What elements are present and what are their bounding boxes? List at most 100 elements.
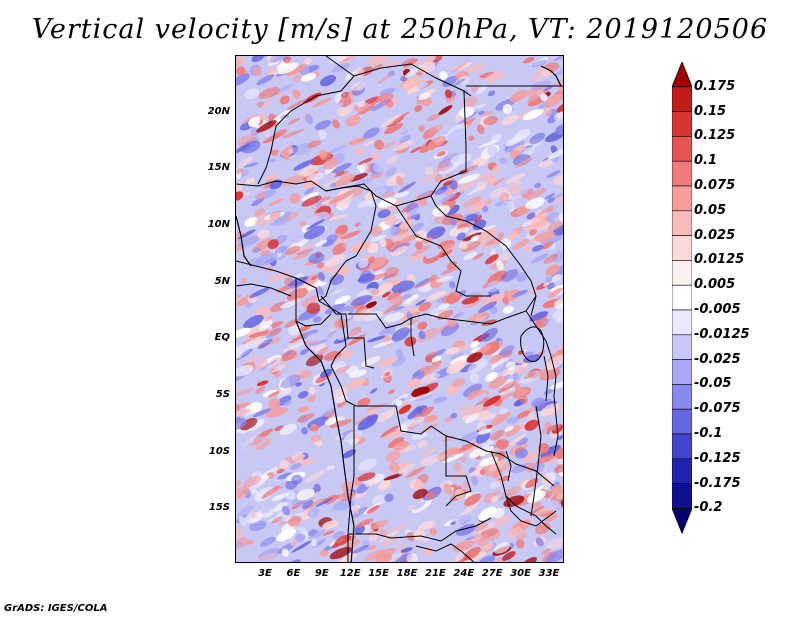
velocity-cell xyxy=(543,318,552,324)
velocity-cell xyxy=(416,406,423,414)
velocity-cell xyxy=(544,192,556,200)
velocity-cell xyxy=(479,469,486,476)
velocity-cell xyxy=(532,461,545,474)
velocity-cell xyxy=(457,173,480,184)
velocity-cell xyxy=(400,233,420,244)
velocity-cell xyxy=(477,228,497,242)
velocity-cell xyxy=(352,545,369,554)
velocity-cell xyxy=(449,227,465,236)
velocity-cell xyxy=(370,234,387,242)
velocity-cell xyxy=(242,476,262,487)
velocity-cell xyxy=(376,357,397,368)
velocity-cell xyxy=(370,99,391,112)
velocity-cell xyxy=(291,474,303,485)
velocity-cell xyxy=(434,174,444,185)
velocity-cell xyxy=(490,133,502,142)
velocity-cell xyxy=(332,265,351,277)
velocity-cell xyxy=(292,451,304,463)
velocity-cell xyxy=(560,499,563,508)
velocity-cell xyxy=(523,371,537,380)
velocity-cell xyxy=(437,243,455,255)
velocity-cell xyxy=(365,409,379,416)
velocity-cell xyxy=(283,400,293,407)
velocity-cell xyxy=(334,295,351,305)
velocity-cell xyxy=(377,479,392,491)
velocity-cell xyxy=(531,502,542,509)
velocity-cell xyxy=(244,88,260,100)
velocity-cell xyxy=(505,361,516,371)
velocity-cell xyxy=(555,124,563,135)
velocity-cell xyxy=(306,172,325,182)
velocity-cell xyxy=(347,334,366,346)
velocity-cell xyxy=(239,411,253,419)
velocity-cell xyxy=(252,407,273,418)
velocity-cell xyxy=(467,199,487,214)
velocity-cell xyxy=(370,152,380,161)
velocity-cell xyxy=(548,287,563,298)
velocity-cell xyxy=(305,354,324,367)
velocity-cell xyxy=(269,210,281,221)
velocity-cell xyxy=(254,208,266,217)
velocity-cell xyxy=(277,388,292,398)
velocity-cell xyxy=(281,548,289,557)
velocity-cell xyxy=(293,74,302,83)
velocity-cell xyxy=(363,127,380,139)
velocity-cell xyxy=(358,273,376,284)
colorbar-segment xyxy=(672,334,692,360)
velocity-cell xyxy=(383,300,403,314)
velocity-cell xyxy=(506,416,520,424)
velocity-cell xyxy=(445,347,460,355)
velocity-cell xyxy=(453,476,462,487)
velocity-cell xyxy=(288,515,301,527)
velocity-cell xyxy=(490,252,512,264)
lon-label-18e: 18E xyxy=(396,568,418,579)
velocity-cell xyxy=(329,274,344,286)
lat-label-eq: EQ xyxy=(214,332,230,343)
velocity-cell xyxy=(526,161,536,169)
velocity-cell xyxy=(296,488,315,501)
velocity-cell xyxy=(364,310,384,321)
velocity-cell xyxy=(492,165,500,173)
colorbar-label: -0.125 xyxy=(694,450,741,466)
velocity-cell xyxy=(486,280,501,293)
velocity-cell xyxy=(249,477,266,491)
velocity-cell xyxy=(446,128,465,141)
velocity-cell xyxy=(516,437,529,446)
velocity-cell xyxy=(416,439,428,449)
velocity-cell xyxy=(303,225,326,240)
velocity-cell xyxy=(248,419,265,431)
velocity-cell xyxy=(389,462,400,473)
velocity-cell xyxy=(510,181,532,198)
velocity-cell xyxy=(430,274,438,281)
velocity-cell xyxy=(494,246,504,255)
velocity-cell xyxy=(388,437,404,448)
velocity-cell xyxy=(467,62,486,73)
velocity-cell xyxy=(501,269,519,282)
velocity-cell xyxy=(322,88,331,93)
velocity-cell xyxy=(236,527,244,538)
velocity-cell xyxy=(279,423,297,436)
velocity-cell xyxy=(307,339,329,347)
velocity-cell xyxy=(476,410,491,422)
velocity-cell xyxy=(459,502,479,517)
velocity-cell xyxy=(509,433,527,446)
velocity-cell xyxy=(538,206,551,216)
lat-label-15n: 15N xyxy=(207,162,230,173)
velocity-cell xyxy=(450,413,458,419)
velocity-cell xyxy=(406,552,418,562)
velocity-cell xyxy=(237,229,256,240)
velocity-cell xyxy=(353,146,363,154)
velocity-cell xyxy=(391,245,408,257)
velocity-cell xyxy=(251,56,266,63)
velocity-cell xyxy=(308,252,325,264)
velocity-cell xyxy=(487,145,498,156)
velocity-cell xyxy=(529,228,538,236)
velocity-cell xyxy=(372,160,388,173)
velocity-cell xyxy=(276,528,296,542)
velocity-cell xyxy=(386,178,397,187)
velocity-cell xyxy=(403,58,418,68)
velocity-cell xyxy=(392,111,410,123)
velocity-cell xyxy=(298,165,320,178)
velocity-cell xyxy=(454,488,465,500)
velocity-cell xyxy=(529,506,544,516)
